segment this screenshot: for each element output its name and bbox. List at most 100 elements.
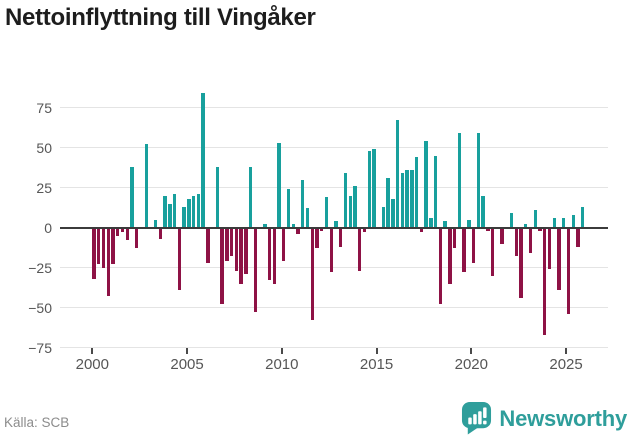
bar-quarter-49 bbox=[324, 197, 329, 228]
x-axis-tick bbox=[470, 347, 473, 354]
gridline-50 bbox=[60, 147, 608, 148]
x-axis-tick-label: 2025 bbox=[549, 356, 583, 373]
bar-quarter-40 bbox=[282, 227, 286, 262]
bar-quarter-99 bbox=[562, 217, 566, 228]
chart-title: Nettoinflyttning till Vingåker bbox=[5, 4, 316, 31]
x-axis-tick bbox=[280, 347, 283, 354]
x-axis-tick-label: 2020 bbox=[454, 356, 488, 373]
bar-quarter-39 bbox=[277, 142, 281, 228]
bar-quarter-41 bbox=[286, 189, 291, 228]
bar-quarter-65 bbox=[400, 173, 405, 228]
bar-quarter-59 bbox=[372, 149, 376, 228]
bar-quarter-22 bbox=[196, 193, 201, 228]
bar-quarter-90 bbox=[519, 227, 523, 298]
bar-quarter-14 bbox=[158, 227, 163, 239]
bar-quarter-101 bbox=[571, 214, 575, 228]
newsworthy-wordmark: Newsworthy bbox=[499, 405, 627, 431]
bar-quarter-76 bbox=[452, 227, 457, 249]
bar-quarter-44 bbox=[301, 179, 305, 228]
x-axis-tick-label: 2000 bbox=[75, 356, 109, 373]
bar-quarter-69 bbox=[419, 227, 424, 233]
bar-quarter-77 bbox=[457, 133, 462, 228]
y-axis-tick-label: −25 bbox=[28, 259, 52, 276]
bar-quarter-94 bbox=[538, 227, 542, 231]
bar-quarter-67 bbox=[410, 169, 414, 228]
y-axis-tick-label: 50 bbox=[36, 139, 52, 156]
bar-quarter-28 bbox=[225, 227, 229, 262]
bar-quarter-91 bbox=[524, 224, 528, 228]
bar-quarter-51 bbox=[334, 221, 338, 228]
gridline-75 bbox=[60, 107, 608, 108]
bar-quarter-81 bbox=[476, 133, 481, 228]
bar-quarter-70 bbox=[424, 141, 428, 228]
bar-quarter-73 bbox=[438, 227, 443, 305]
bar-quarter-9 bbox=[135, 227, 139, 249]
x-axis-tick bbox=[565, 347, 568, 354]
bar-quarter-4 bbox=[111, 227, 115, 265]
bar-quarter-18 bbox=[177, 227, 182, 290]
bar-quarter-38 bbox=[272, 227, 276, 284]
bar-quarter-29 bbox=[229, 227, 234, 257]
x-axis-tick-label: 2010 bbox=[265, 356, 299, 373]
bar-quarter-43 bbox=[296, 227, 300, 234]
bar-quarter-45 bbox=[305, 208, 310, 228]
bar-quarter-68 bbox=[414, 157, 419, 228]
bar-quarter-98 bbox=[557, 227, 561, 290]
newsworthy-logo: Newsworthy bbox=[461, 400, 627, 437]
bar-quarter-6 bbox=[120, 227, 125, 233]
bar-quarter-86 bbox=[500, 227, 504, 244]
bar-quarter-33 bbox=[248, 166, 253, 228]
bar-quarter-0 bbox=[92, 227, 96, 279]
bar-quarter-27 bbox=[220, 227, 224, 305]
bar-quarter-32 bbox=[244, 227, 248, 274]
bar-quarter-100 bbox=[566, 227, 571, 314]
bar-quarter-58 bbox=[367, 150, 371, 228]
gridline--25 bbox=[60, 267, 608, 268]
bar-quarter-72 bbox=[433, 155, 438, 228]
bar-quarter-71 bbox=[429, 217, 433, 228]
bar-quarter-34 bbox=[253, 227, 258, 313]
y-axis-tick-label: 75 bbox=[36, 99, 52, 116]
bar-quarter-50 bbox=[329, 227, 333, 273]
y-axis-tick-label: 0 bbox=[44, 219, 52, 236]
bar-quarter-24 bbox=[206, 227, 210, 263]
bar-quarter-102 bbox=[576, 227, 580, 247]
bar-quarter-78 bbox=[462, 227, 466, 273]
bar-quarter-80 bbox=[471, 227, 476, 263]
bar-quarter-48 bbox=[320, 227, 324, 231]
zero-axis-line bbox=[60, 226, 608, 229]
bar-quarter-63 bbox=[391, 198, 395, 228]
bar-quarter-16 bbox=[168, 203, 172, 228]
bar-quarter-84 bbox=[490, 227, 495, 276]
bar-quarter-96 bbox=[547, 227, 552, 270]
newsworthy-bubble-chart-icon bbox=[461, 401, 492, 436]
bar-quarter-64 bbox=[395, 120, 400, 228]
bar-quarter-53 bbox=[343, 173, 348, 228]
y-axis-tick-label: 25 bbox=[36, 179, 52, 196]
bar-quarter-23 bbox=[201, 93, 205, 228]
bar-quarter-15 bbox=[163, 195, 167, 228]
bar-quarter-56 bbox=[358, 227, 362, 271]
bar-quarter-1 bbox=[97, 227, 101, 265]
bar-quarter-83 bbox=[486, 227, 490, 231]
bar-quarter-95 bbox=[543, 227, 547, 335]
x-axis-tick-label: 2015 bbox=[359, 356, 394, 373]
bar-quarter-8 bbox=[130, 166, 134, 228]
bar-quarter-57 bbox=[362, 227, 367, 233]
bar-quarter-11 bbox=[144, 144, 148, 228]
x-axis-tick bbox=[186, 347, 189, 354]
bar-quarter-20 bbox=[187, 198, 191, 228]
bar-quarter-13 bbox=[153, 219, 158, 228]
x-axis-tick-label: 2005 bbox=[170, 356, 204, 373]
bar-quarter-103 bbox=[581, 206, 585, 228]
bar-quarter-47 bbox=[315, 227, 319, 249]
bar-quarter-82 bbox=[481, 195, 485, 228]
bar-quarter-2 bbox=[101, 227, 106, 268]
y-axis-tick-label: −50 bbox=[28, 299, 52, 316]
bar-quarter-7 bbox=[125, 227, 129, 241]
x-axis-tick bbox=[375, 347, 378, 354]
bar-quarter-21 bbox=[191, 195, 196, 228]
bar-quarter-66 bbox=[405, 169, 409, 228]
bar-quarter-3 bbox=[106, 227, 110, 297]
